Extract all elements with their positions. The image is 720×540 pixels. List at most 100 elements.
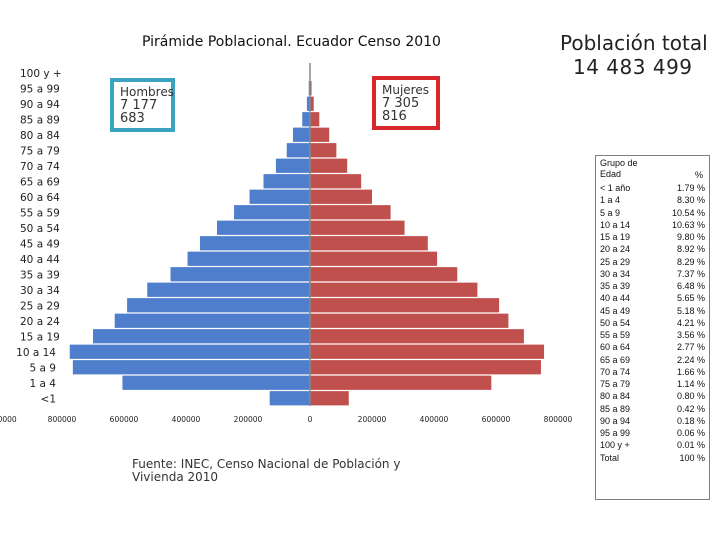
table-row: 10 a 14 10.63 % xyxy=(600,220,705,233)
table-row: 55 a 59 3.56 % xyxy=(600,330,705,343)
age-group-label: 15 a 19 xyxy=(20,331,60,343)
age-group-cell: 35 a 39 xyxy=(600,281,631,291)
table-row: 75 a 79 1.14 % xyxy=(600,379,705,392)
age-group-label: 60 a 64 xyxy=(20,192,60,204)
men-bar xyxy=(122,375,310,390)
men-callout: Hombres 7 177 683 xyxy=(110,78,175,132)
age-group-label: 95 a 99 xyxy=(20,83,60,95)
table-row: 95 a 99 0.06 % xyxy=(600,428,705,441)
women-label: Mujeres xyxy=(382,83,429,97)
table-row: 15 a 19 9.80 % xyxy=(600,232,705,245)
women-bar xyxy=(310,282,478,297)
source-note: Fuente: INEC, Censo Nacional de Població… xyxy=(132,457,401,484)
age-group-labels: <1 1 a 4 5 a 9 10 a 14 15 a 19 20 a 24 25 a 29… xyxy=(16,68,62,406)
table-row: 90 a 94 0.18 % xyxy=(600,416,705,429)
percentage-cell: 9.80 % xyxy=(676,232,705,242)
age-group-cell: 50 a 54 xyxy=(600,317,631,328)
women-bar xyxy=(310,96,314,111)
percentage-cell: 0.42 % xyxy=(676,403,705,414)
percentage-cell: 0.18 % xyxy=(676,415,705,426)
women-bar xyxy=(310,127,330,142)
women-bar xyxy=(310,189,372,204)
percentage-cell: 10.54 % xyxy=(671,207,705,218)
table-row: 30 a 34 7.37 % xyxy=(600,269,705,282)
x-tick-label: 400000 xyxy=(172,415,201,424)
men-label: Hombres xyxy=(120,85,174,99)
percentage-cell: 1.66 % xyxy=(676,366,705,377)
age-group-table: Grupo de Edad % < 1 año 1.79 % 1 a 4 8.30 … xyxy=(595,155,710,500)
table-row: 25 a 29 8.29 % xyxy=(600,257,705,270)
table-row: Total 100 % xyxy=(600,453,705,466)
age-group-cell: 5 a 9 xyxy=(600,207,621,218)
age-group-cell: 95 a 99 xyxy=(600,428,631,438)
women-bar xyxy=(310,112,320,127)
men-bar xyxy=(286,143,310,158)
table-row: 40 a 44 5.65 % xyxy=(600,293,705,306)
percentage-cell: 8.29 % xyxy=(676,256,705,267)
percentage-cell: 10.63 % xyxy=(671,219,705,230)
table-row: 20 a 24 8.92 % xyxy=(600,244,705,257)
x-tick-label: 600000 xyxy=(110,415,139,424)
age-group-label: 10 a 14 xyxy=(16,347,56,359)
men-bars xyxy=(69,65,311,406)
age-group-cell: 75 a 79 xyxy=(600,379,631,389)
percentage-cell: 2.77 % xyxy=(676,342,705,353)
age-group-label: 75 a 79 xyxy=(20,145,60,157)
men-value: 7 177 683 xyxy=(120,98,158,126)
age-group-label: 40 a 44 xyxy=(20,254,60,266)
population-pyramid-chart: <1 1 a 4 5 a 9 10 a 14 15 a 19 20 a 24 25 a 29… xyxy=(0,63,573,424)
women-bar xyxy=(310,251,438,266)
age-group-cell: < 1 año xyxy=(600,183,631,193)
percentage-cell: 7.37 % xyxy=(676,268,705,279)
age-group-label: 25 a 29 xyxy=(20,300,60,312)
percentage-cell: 5.18 % xyxy=(676,305,705,316)
percentage-cell: 5.65 % xyxy=(676,293,705,304)
women-bar xyxy=(310,344,545,359)
age-group-label: 5 a 9 xyxy=(30,362,56,374)
men-bar xyxy=(306,96,310,111)
x-tick-label: 600000 xyxy=(482,415,511,424)
chart-title: Pirámide Poblacional. Ecuador Censo 2010 xyxy=(142,34,441,50)
women-bar xyxy=(310,236,428,251)
men-bar xyxy=(147,282,310,297)
table-row: 80 a 84 0.80 % xyxy=(600,391,705,404)
age-group-label: 20 a 24 xyxy=(20,316,60,328)
table-header-pct: % xyxy=(694,170,703,180)
women-value: 7 305 816 xyxy=(382,96,420,124)
age-group-label: 65 a 69 xyxy=(20,176,60,188)
men-bar xyxy=(93,329,310,344)
age-group-cell: 15 a 19 xyxy=(600,232,631,242)
percentage-cell: 0.06 % xyxy=(676,428,705,438)
table-row: 70 a 74 1.66 % xyxy=(600,367,705,380)
women-bar xyxy=(310,298,500,313)
age-group-cell: 25 a 29 xyxy=(600,256,631,267)
age-group-cell: 55 a 59 xyxy=(600,330,631,340)
age-group-label: 90 a 94 xyxy=(20,99,60,111)
x-tick-label: 800000 xyxy=(544,415,573,424)
x-tick-label: 800000 xyxy=(48,415,77,424)
table-row: 1 a 4 8.30 % xyxy=(600,195,705,208)
women-callout: Mujeres 7 305 816 xyxy=(372,76,440,130)
percentage-cell: 4.21 % xyxy=(676,317,705,328)
men-bar xyxy=(127,298,310,313)
women-bar xyxy=(310,220,405,235)
age-group-label: 80 a 84 xyxy=(20,130,60,142)
percentage-cell: 2.24 % xyxy=(676,354,705,365)
table-row: 5 a 9 10.54 % xyxy=(600,208,705,221)
age-group-cell: 90 a 94 xyxy=(600,415,631,426)
table-row: 100 y + 0.01 % xyxy=(600,440,705,453)
x-tick-label: 400000 xyxy=(420,415,449,424)
women-bar xyxy=(310,267,458,282)
age-group-cell: 45 a 49 xyxy=(600,305,631,316)
men-bar xyxy=(72,360,310,375)
percentage-cell: 8.30 % xyxy=(676,195,705,206)
table-row: 85 a 89 0.42 % xyxy=(600,404,705,417)
table-row: 35 a 39 6.48 % xyxy=(600,281,705,294)
men-bar xyxy=(275,158,310,173)
percentage-cell: 100 % xyxy=(679,452,705,463)
age-group-cell: 80 a 84 xyxy=(600,391,631,402)
women-bar xyxy=(310,360,541,375)
age-group-cell: 10 a 14 xyxy=(600,219,631,230)
percentage-cell: 6.48 % xyxy=(676,281,705,291)
age-group-label: <1 xyxy=(41,393,56,405)
